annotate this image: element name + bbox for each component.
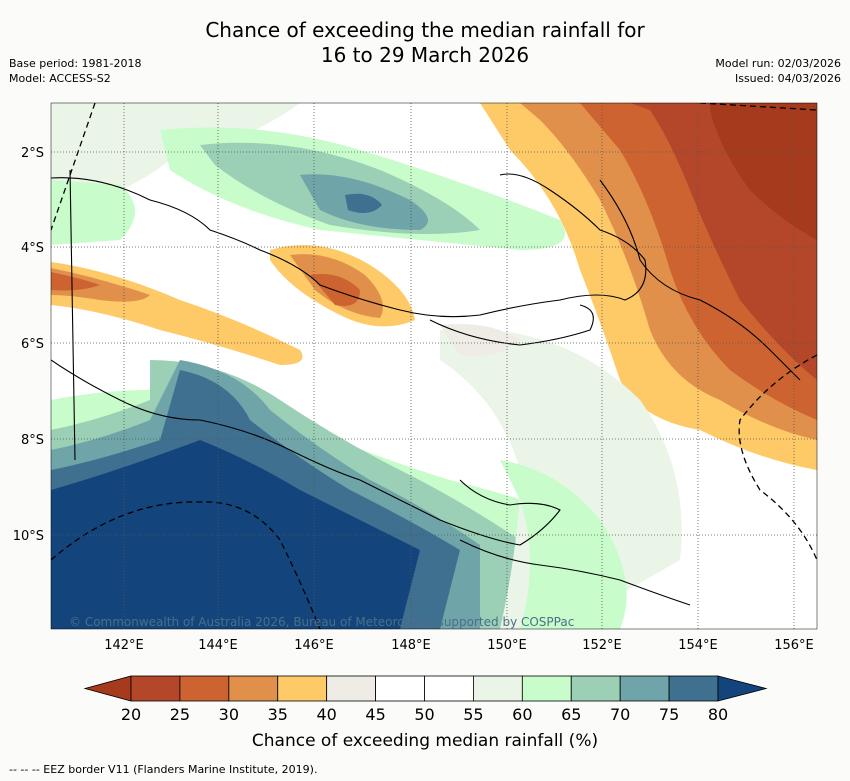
colorbar-tick-label: 30 — [219, 705, 239, 724]
colorbar-tick-label: 70 — [610, 705, 630, 724]
eez-borders — [51, 103, 817, 629]
colorbar-tick-label: 80 — [708, 705, 728, 724]
latitude-labels: 2°S 4°S 6°S 8°S 10°S — [13, 146, 44, 544]
gridlines — [51, 103, 817, 629]
new-guinea-south-coast — [51, 359, 561, 546]
colorbar-swatch — [277, 675, 328, 702]
region-75-80-north — [345, 193, 382, 214]
lat-label: 4°S — [21, 241, 44, 256]
lon-label: 144°E — [198, 638, 238, 653]
coastlines — [51, 169, 801, 606]
map-frame — [50, 102, 818, 630]
lat-label: 8°S — [21, 433, 44, 448]
new-ireland-coast — [599, 179, 801, 381]
region-25-30-west — [51, 272, 100, 291]
lon-label: 156°E — [774, 638, 814, 653]
lon-label: 154°E — [678, 638, 718, 653]
colorbar-swatch — [424, 675, 474, 702]
eez-border-east — [738, 354, 817, 561]
lon-label: 152°E — [582, 638, 622, 653]
colorbar-tick-label: 50 — [414, 705, 434, 724]
colorbar-swatch — [473, 675, 523, 702]
colorbar-swatch — [326, 675, 376, 702]
issued-date: Issued: 04/03/2026 — [734, 72, 841, 85]
model-run-date: Model run: 02/03/2026 — [715, 57, 841, 70]
title-line-2: 16 to 29 March 2026 — [320, 43, 530, 67]
new-guinea-north-coast — [51, 173, 647, 318]
colorbar-tick-label: 55 — [463, 705, 483, 724]
lat-label: 2°S — [21, 146, 44, 161]
region-below-20-east — [710, 103, 817, 240]
international-border — [69, 169, 76, 461]
colorbar-swatch — [521, 675, 572, 702]
colorbar-tick-label: 25 — [170, 705, 190, 724]
colorbar-tick-label: 35 — [268, 705, 288, 724]
title-line-1: Chance of exceeding the median rainfall … — [205, 18, 645, 42]
region-55-60-east-central — [440, 328, 682, 629]
colorbar-low-arrow — [83, 675, 132, 702]
lat-label: 6°S — [21, 337, 44, 352]
longitude-labels: 142°E 144°E 146°E 148°E 150°E 152°E 154°E 156°E — [104, 638, 814, 653]
colorbar-swatch — [375, 675, 425, 702]
copyright-text: © Commonwealth of Australia 2026, Bureau… — [69, 615, 574, 629]
colorbar-high-arrow — [717, 675, 768, 702]
base-period: Base period: 1981-2018 — [9, 57, 142, 70]
colorbar-swatch — [570, 675, 621, 702]
region-30-35-west — [51, 268, 150, 302]
map-title: Chance of exceeding the median rainfall … — [0, 18, 850, 68]
colorbar-swatch — [228, 675, 279, 702]
model-info: Base period: 1981-2018 Model: ACCESS-S2 — [9, 56, 141, 86]
colorbar-tick-label: 60 — [512, 705, 532, 724]
colorbar-label: Chance of exceeding median rainfall (%) — [251, 731, 599, 751]
region-60-65-west — [51, 180, 135, 245]
colorbar-swatch — [619, 675, 670, 702]
new-britain-coast — [429, 304, 594, 346]
eez-border-west — [51, 103, 96, 231]
colorbar: 20 25 30 35 40 45 50 55 60 65 70 75 80 — [83, 675, 768, 724]
islands-southeast-coast — [459, 539, 691, 606]
lon-label: 146°E — [294, 638, 334, 653]
colorbar-swatch — [668, 675, 719, 702]
lon-label: 150°E — [487, 638, 527, 653]
eez-border-south — [51, 501, 321, 629]
region-above-80-south — [51, 440, 420, 629]
rainfall-shading — [51, 103, 817, 629]
colorbar-tick-label: 45 — [365, 705, 385, 724]
colorbar-swatch — [130, 675, 181, 702]
colorbar-tick-label: 75 — [659, 705, 679, 724]
colorbar-tick-label: 40 — [316, 705, 336, 724]
eez-footnote: -- -- -- EEZ border V11 (Flanders Marine… — [9, 763, 318, 776]
colorbar-swatch — [179, 675, 230, 702]
lat-label: 10°S — [13, 529, 44, 544]
lon-label: 142°E — [104, 638, 144, 653]
colorbar-tick-label: 20 — [121, 705, 141, 724]
colorbar-tick-label: 65 — [561, 705, 581, 724]
run-info: Model run: 02/03/2026 Issued: 04/03/2026 — [715, 56, 841, 86]
lon-label: 148°E — [391, 638, 431, 653]
region-60-65-southeast — [500, 460, 627, 629]
model-name: Model: ACCESS-S2 — [9, 72, 111, 85]
